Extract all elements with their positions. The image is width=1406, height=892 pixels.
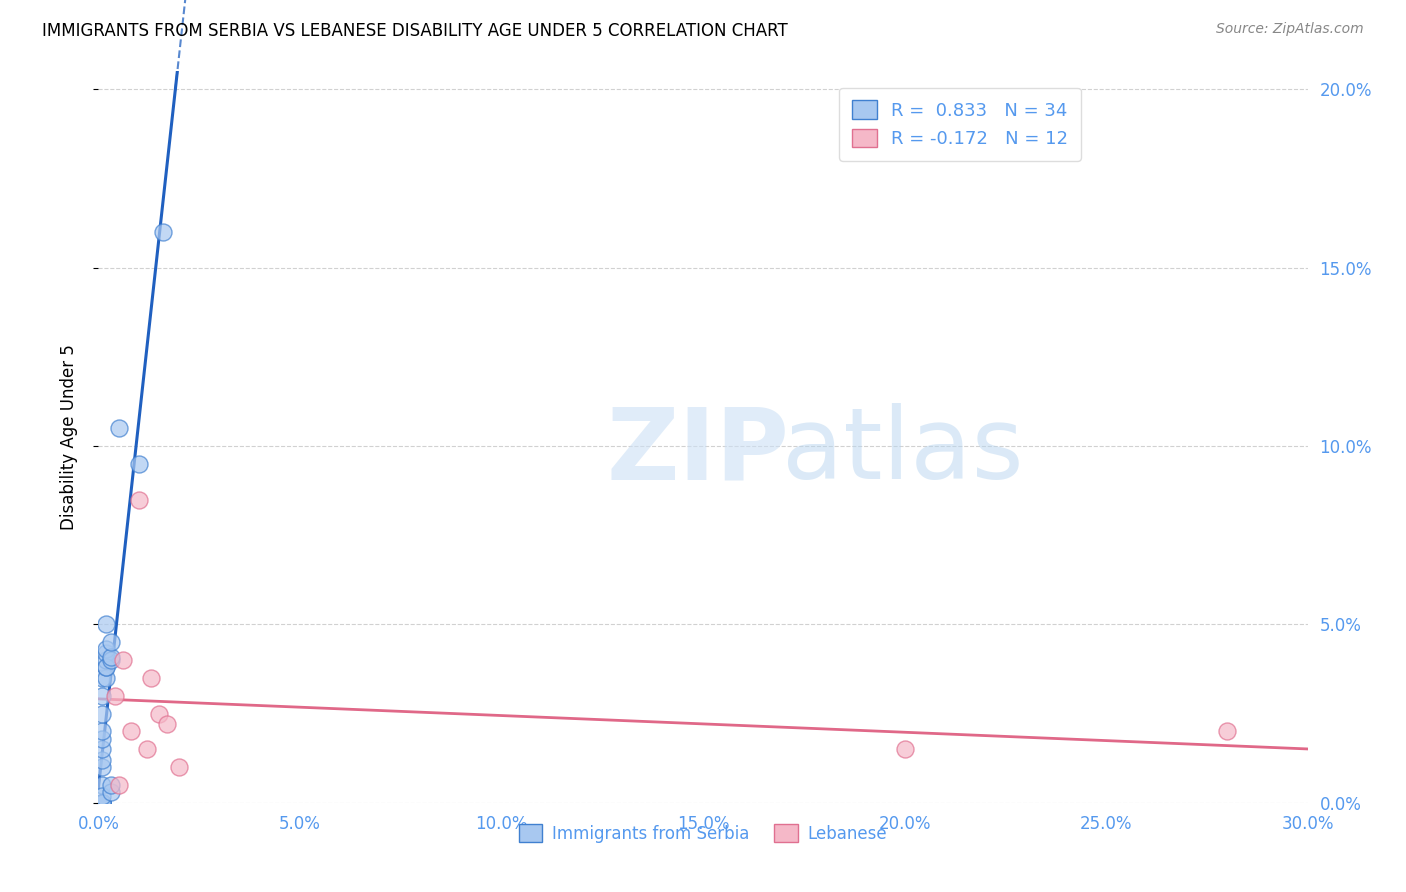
Point [91, 796, 114, 810]
Point [91, 731, 114, 746]
Point [96, 660, 118, 674]
Point [152, 225, 174, 239]
Point [103, 689, 125, 703]
Point [100, 653, 122, 667]
Point [96, 671, 118, 685]
Point [91, 689, 114, 703]
Point [96, 646, 118, 660]
Point [107, 421, 129, 435]
Point [91, 706, 114, 721]
Point [91, 789, 114, 803]
Point [1216, 724, 1239, 739]
Text: Source: ZipAtlas.com: Source: ZipAtlas.com [1216, 22, 1364, 37]
Point [91, 778, 114, 792]
Legend: Immigrants from Serbia, Lebanese: Immigrants from Serbia, Lebanese [512, 818, 894, 849]
Point [100, 785, 122, 799]
Point [96, 653, 118, 667]
Point [96, 660, 118, 674]
Point [91, 671, 114, 685]
Point [91, 796, 114, 810]
Text: ZIP: ZIP [606, 403, 789, 500]
Text: atlas: atlas [782, 403, 1024, 500]
Point [91, 724, 114, 739]
Point [91, 796, 114, 810]
Point [128, 457, 150, 471]
Point [100, 635, 122, 649]
Point [120, 724, 142, 739]
Point [96, 642, 118, 657]
Point [128, 492, 150, 507]
Point [91, 796, 114, 810]
Point [156, 717, 179, 731]
Point [100, 649, 122, 664]
Point [91, 796, 114, 810]
Point [135, 742, 157, 756]
Y-axis label: Disability Age Under 5: Disability Age Under 5 [59, 344, 77, 530]
Point [111, 653, 134, 667]
Text: IMMIGRANTS FROM SERBIA VS LEBANESE DISABILITY AGE UNDER 5 CORRELATION CHART: IMMIGRANTS FROM SERBIA VS LEBANESE DISAB… [42, 22, 787, 40]
Point [148, 706, 170, 721]
Point [893, 742, 915, 756]
Point [91, 796, 114, 810]
Point [107, 778, 129, 792]
Point [91, 742, 114, 756]
Point [91, 796, 114, 810]
Point [91, 760, 114, 774]
Point [91, 796, 114, 810]
Point [167, 760, 190, 774]
Point [91, 753, 114, 767]
Point [100, 778, 122, 792]
Point [91, 796, 114, 810]
Point [96, 617, 118, 632]
Point [139, 671, 162, 685]
